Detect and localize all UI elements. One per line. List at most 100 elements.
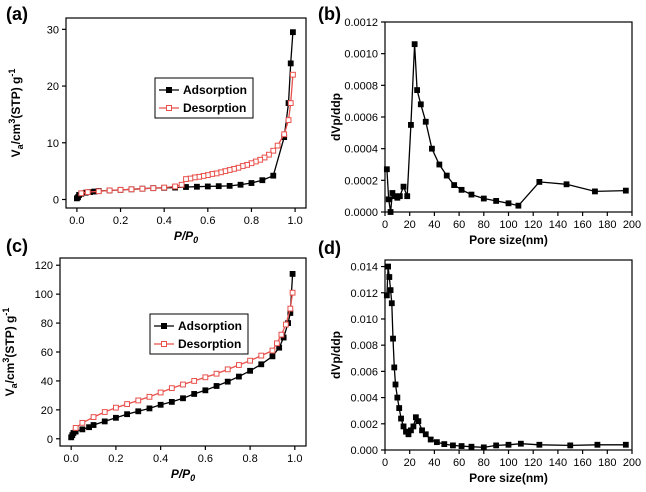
y-axis-title-main: V [9, 149, 23, 157]
data-point [79, 426, 86, 433]
data-point [215, 183, 222, 190]
data-point [414, 87, 421, 93]
series-line [70, 273, 294, 438]
data-point [417, 101, 424, 108]
data-point [411, 41, 418, 48]
data-point [113, 404, 119, 411]
data-point [386, 274, 393, 280]
x-tick-label: 180 [598, 219, 616, 231]
data-point [282, 321, 289, 328]
x-tick-label: 20 [404, 457, 416, 469]
data-point [180, 395, 186, 402]
y-axis-title: dVp/ddp [329, 331, 343, 379]
data-point [161, 184, 168, 191]
y-tick-label: 0.0002 [344, 175, 378, 187]
y-tick-label: 0.0010 [344, 49, 378, 61]
data-point [536, 179, 543, 185]
x-tick-label: 180 [598, 457, 616, 469]
y-axis-title-tail: (STP) g [9, 77, 23, 119]
legend-marker [161, 323, 167, 329]
data-point [236, 362, 242, 368]
data-point [117, 186, 124, 193]
y-axis-title: Va/cm3(STP) g-1 [7, 69, 25, 158]
data-point [269, 347, 276, 354]
data-point [287, 305, 294, 312]
y-tick-label: 0.0012 [344, 17, 378, 29]
data-point [563, 181, 570, 188]
x-tick-label: 0.0 [64, 453, 79, 465]
data-point [146, 405, 153, 412]
panel-label: (c) [6, 236, 28, 256]
y-axis-title-sup: 3 [1, 358, 11, 363]
data-point [172, 183, 178, 190]
data-point [101, 409, 108, 415]
data-point [289, 289, 296, 296]
data-point [226, 182, 233, 189]
x-tick-label: 120 [524, 219, 542, 231]
series-pore-distribution [383, 41, 629, 215]
data-point [385, 196, 392, 203]
data-point [274, 340, 280, 347]
y-axis-title-sup: 3 [7, 119, 17, 124]
y-tick-label: 30 [47, 24, 59, 36]
data-point [390, 335, 396, 342]
data-point [287, 100, 294, 106]
legend-marker [166, 105, 172, 111]
x-tick-label: 0.4 [157, 215, 172, 227]
y-tick-label: 100 [35, 289, 53, 301]
y-tick-label: 0 [47, 434, 53, 446]
data-point [400, 183, 407, 190]
data-point [451, 182, 458, 188]
x-tick-label: 0 [382, 219, 388, 231]
plot-frame [65, 17, 307, 209]
data-point [396, 193, 403, 200]
x-tick-label: 200 [623, 457, 641, 469]
legend-label: Adsorption [183, 83, 247, 97]
x-tick-label: 80 [478, 457, 490, 469]
x-tick-label: 40 [428, 219, 440, 231]
data-point [394, 394, 401, 401]
x-tick-label: 160 [573, 457, 591, 469]
x-tick-label: 0.8 [242, 453, 257, 465]
data-point [157, 401, 164, 408]
x-axis-title-main: Pore size(nm) [469, 233, 548, 247]
x-tick-label: 60 [453, 457, 465, 469]
x-tick-label: 0.2 [108, 453, 123, 465]
x-tick-label: 1.0 [287, 215, 302, 227]
y-tick-label: 60 [41, 347, 53, 359]
legend-marker [161, 341, 167, 347]
y-axis-title-main: dVp/ddp [329, 331, 343, 379]
data-point [146, 393, 153, 400]
data-point [622, 441, 629, 448]
x-tick-label: 60 [453, 219, 465, 231]
data-point [247, 367, 253, 374]
data-point [128, 186, 135, 193]
y-tick-label: 0.014 [350, 262, 378, 274]
series-adsorption [68, 271, 296, 441]
data-point [396, 405, 403, 411]
data-point [101, 418, 108, 425]
panel-label: (b) [318, 4, 341, 24]
y-axis-title-sup2: -1 [7, 69, 17, 77]
data-point [237, 181, 244, 188]
data-point [480, 444, 487, 451]
data-point [433, 439, 440, 446]
data-point [422, 431, 429, 438]
data-point [594, 441, 601, 448]
data-point [436, 161, 443, 168]
data-point [213, 383, 220, 389]
y-axis-title-rest: /cm [3, 363, 17, 384]
data-point [258, 352, 265, 359]
x-axis-title: Pore size(nm) [469, 233, 548, 247]
data-point [517, 440, 524, 447]
data-point [410, 423, 417, 430]
legend-label: Desorption [183, 101, 246, 115]
y-tick-label: 0.012 [350, 288, 378, 300]
data-point [536, 441, 543, 448]
data-point [258, 361, 265, 368]
data-point [443, 172, 450, 179]
y-axis-title-rest: /cm [9, 124, 23, 145]
data-point [387, 287, 394, 294]
x-tick-label: 140 [549, 219, 567, 231]
